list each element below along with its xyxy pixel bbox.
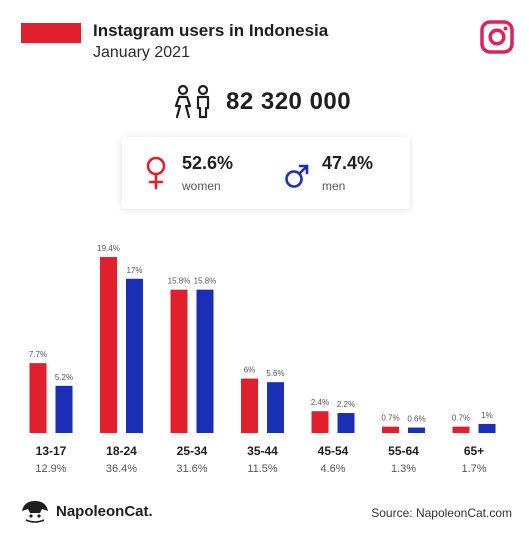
men-pct: 47.4%: [322, 153, 374, 173]
data-label-men-55-64: 0.6%: [407, 415, 425, 424]
data-label-men-45-54: 2.2%: [337, 400, 355, 409]
category-total-13-17: 12.9%: [35, 463, 66, 475]
data-label-men-35-44: 5.6%: [266, 369, 284, 378]
category-total-55-64: 1.3%: [391, 463, 416, 475]
data-label-men-13-17: 5.2%: [55, 373, 73, 382]
brand-name: NapoleonCat.: [56, 502, 153, 520]
indonesia-flag-icon: [21, 23, 81, 63]
category-total-35-44: 11.5%: [247, 463, 278, 475]
data-label-men-18-24: 17%: [126, 266, 142, 275]
bar-women-65+: [452, 426, 470, 433]
data-label-women-18-24: 19.4%: [97, 244, 120, 253]
data-label-women-13-17: 7.7%: [29, 350, 47, 359]
bar-men-18-24: [126, 278, 143, 433]
data-label-women-65+: 0.7%: [452, 414, 470, 423]
category-total-65+: 1.7%: [461, 463, 486, 475]
instagram-icon: [480, 20, 514, 54]
source-text: Source: NapoleonCat.com: [371, 506, 512, 520]
age-bar-chart: 7.7% 5.2% 13-17 12.9% 19.4% 17% 18-24 36.4% 15.8…: [29, 244, 496, 475]
bar-men-35-44: [267, 382, 284, 433]
category-label-25-34: 25-34: [177, 444, 208, 458]
gender-card: 52.6% women 47.4% men: [122, 137, 410, 209]
men-label: men: [322, 179, 346, 193]
page-subtitle: January 2021: [93, 44, 190, 61]
bar-women-45-54: [311, 411, 329, 433]
category-total-45-54: 4.6%: [320, 463, 345, 475]
total-users-value: 82 320 000: [226, 88, 352, 115]
bar-men-55-64: [408, 427, 425, 433]
bar-men-25-34: [196, 289, 214, 433]
female-icon: [146, 156, 166, 190]
category-label-18-24: 18-24: [106, 444, 137, 458]
category-total-25-34: 31.6%: [176, 463, 207, 475]
napoleoncat-logo: NapoleonCat.: [20, 499, 153, 523]
bar-women-55-64: [382, 426, 399, 433]
male-icon: [285, 164, 309, 188]
bar-men-13-17: [55, 385, 73, 433]
bar-men-45-54: [337, 413, 355, 433]
bar-women-25-34: [170, 289, 188, 433]
category-label-45-54: 45-54: [318, 444, 349, 458]
category-total-18-24: 36.4%: [106, 463, 137, 475]
category-label-35-44: 35-44: [247, 444, 278, 458]
data-label-men-65+: 1%: [481, 411, 493, 420]
data-label-women-25-34: 15.8%: [168, 277, 191, 286]
data-label-women-35-44: 6%: [244, 366, 256, 375]
bar-women-18-24: [100, 257, 117, 433]
women-pct: 52.6%: [182, 153, 234, 173]
bar-men-65+: [478, 423, 496, 433]
people-icon: [174, 84, 210, 119]
page-title: Instagram users in Indonesia: [93, 21, 329, 40]
category-label-13-17: 13-17: [36, 444, 67, 458]
total-users: 82 320 000: [172, 82, 351, 122]
data-label-women-55-64: 0.7%: [381, 414, 399, 423]
data-label-women-45-54: 2.4%: [311, 398, 329, 407]
category-label-65+: 65+: [464, 444, 484, 458]
bar-women-13-17: [29, 363, 47, 433]
data-label-men-25-34: 15.8%: [194, 277, 217, 286]
bar-women-35-44: [241, 378, 258, 433]
category-label-55-64: 55-64: [388, 444, 419, 458]
napoleoncat-logo-icon: [22, 501, 48, 523]
women-label: women: [182, 179, 221, 193]
